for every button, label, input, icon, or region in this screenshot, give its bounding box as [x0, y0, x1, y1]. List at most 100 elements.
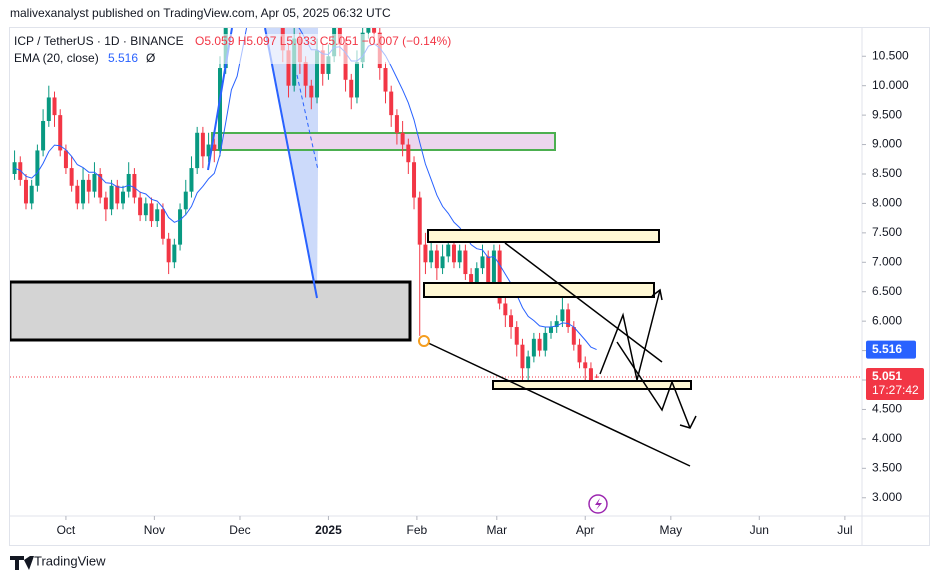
candle-body: [309, 85, 314, 98]
y-tick-label: 3.500: [872, 460, 902, 474]
x-tick-label: May: [659, 523, 682, 537]
candle-body: [548, 327, 553, 333]
candle-body: [172, 244, 177, 263]
ema-price-label: 5.516: [872, 342, 902, 356]
candle-body: [75, 185, 80, 204]
y-tick-label: 10.000: [872, 78, 909, 92]
candle-body: [537, 338, 542, 351]
y-tick-label: 3.000: [872, 490, 902, 504]
trend-line: [264, 28, 318, 299]
legend-backdrop: [10, 34, 465, 64]
y-tick-label: 10.500: [872, 48, 909, 62]
candle-body: [183, 191, 188, 210]
y-tick-label: 7.000: [872, 254, 902, 268]
candle-body: [23, 179, 28, 204]
candle-body: [58, 115, 63, 151]
candle-body: [446, 244, 451, 257]
zone-box: [492, 380, 692, 390]
last-price-label: 5.051: [872, 369, 902, 383]
candle-body: [520, 344, 525, 369]
brand-name: TradingView: [34, 553, 106, 568]
y-tick-label: 6.000: [872, 313, 902, 327]
candle-body: [412, 162, 417, 198]
candle-body: [86, 179, 91, 192]
candle-body: [434, 250, 439, 269]
dashed-line: [296, 74, 319, 171]
candle-body: [35, 150, 40, 186]
candle-body: [92, 173, 97, 192]
candle-body: [503, 303, 508, 316]
candle-body: [571, 327, 576, 345]
candle-body: [406, 144, 411, 163]
candle-body: [423, 244, 428, 263]
candle-body: [372, 28, 377, 33]
candle-body: [212, 144, 217, 151]
zone-box: [10, 280, 412, 342]
x-tick-label: Apr: [576, 523, 595, 537]
candle-body: [560, 309, 565, 322]
candle-body: [497, 250, 502, 304]
candle-body: [354, 62, 359, 98]
candle-body: [566, 309, 571, 328]
y-tick-label: 7.500: [872, 225, 902, 239]
trend-line: [423, 340, 691, 467]
candle-body: [480, 256, 485, 269]
candle-body: [189, 168, 194, 192]
candle-body: [349, 79, 354, 98]
candle-body: [206, 144, 211, 157]
candle-body: [509, 315, 514, 328]
candle-body: [69, 168, 74, 186]
x-tick-label: Nov: [144, 523, 165, 537]
x-tick-label: Mar: [486, 523, 507, 537]
candle-body: [463, 250, 468, 275]
candle-body: [400, 132, 405, 145]
y-tick-label: 9.500: [872, 107, 902, 121]
candle-body: [588, 368, 593, 381]
y-tick-label: 8.000: [872, 196, 902, 210]
ema-legend: EMA (20, close): [14, 51, 99, 65]
candle-body: [554, 321, 559, 328]
zone-box: [211, 132, 556, 151]
candle-body: [577, 344, 582, 363]
y-tick-label: 4.000: [872, 431, 902, 445]
brand-logo: [10, 556, 34, 570]
candle-body: [138, 197, 143, 216]
candle-body: [389, 91, 394, 116]
x-tick-label: Dec: [229, 523, 250, 537]
candle-body: [166, 238, 171, 263]
path-arrow: [616, 341, 691, 429]
candle-body: [98, 173, 103, 198]
candle-body: [429, 250, 434, 263]
candle-body: [63, 150, 68, 169]
ema-price-tag: [866, 340, 916, 359]
y-tick-label: 8.500: [872, 166, 902, 180]
candle-body: [52, 97, 57, 116]
candle-body: [178, 209, 183, 245]
candle-body: [543, 332, 548, 351]
candle-body: [451, 244, 456, 263]
zone-box: [423, 282, 655, 298]
candle-body: [326, 56, 331, 74]
frame: [9, 27, 930, 546]
candle-body: [315, 50, 320, 98]
symbol-legend: ICP / TetherUS · 1D · BINANCE: [14, 34, 184, 48]
candle-body: [115, 185, 120, 204]
candle-body: [486, 256, 491, 292]
ema-legend-value: 5.516: [108, 51, 138, 65]
x-tick-label: Feb: [407, 523, 428, 537]
candle-body: [143, 203, 148, 216]
x-tick-label: Jun: [750, 523, 769, 537]
arrow-head: [651, 288, 663, 301]
candle-body: [417, 197, 422, 245]
event-icon-bolt: [595, 498, 602, 510]
candle-body: [12, 162, 17, 174]
x-tick-label: Oct: [57, 523, 76, 537]
candle-body: [155, 209, 160, 222]
candle-body: [394, 115, 399, 133]
last-price-tag: [866, 368, 924, 401]
candle-body: [218, 68, 223, 151]
candle-body: [514, 327, 519, 345]
y-tick-label: 4.500: [872, 402, 902, 416]
drawings: [207, 28, 697, 467]
